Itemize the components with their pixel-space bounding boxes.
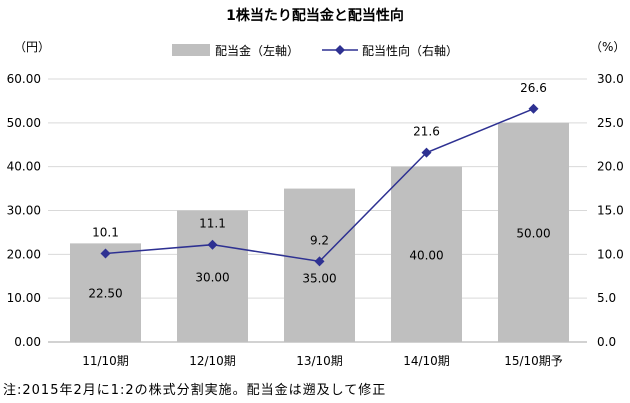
legend-line-label: 配当性向（右軸） [362, 43, 458, 58]
dividend-bar-label: 40.00 [409, 248, 443, 262]
data-labels: 22.50 30.00 35.00 40.00 50.00 10.1 11.1 9.2 21.6… [88, 81, 550, 301]
payout-ratio-label: 10.1 [92, 225, 119, 239]
y-left-tick-label: 40.00 [7, 160, 41, 174]
dividend-bar [391, 166, 462, 342]
y-left-tick-label: 20.00 [7, 247, 41, 261]
y-right-tick-label: 15.0 [597, 204, 624, 218]
y-left-tick-label: 10.00 [7, 291, 41, 305]
y-left-tick-label: 50.00 [7, 116, 41, 130]
payout-ratio-marker [421, 147, 432, 158]
dividend-bar [177, 210, 248, 342]
x-tick-label: 11/10期 [82, 354, 129, 368]
legend-diamond-icon [335, 45, 345, 55]
y-left-tick-label: 60.00 [7, 72, 41, 86]
chart-title: 1株当たり配当金と配当性向 [226, 7, 404, 24]
payout-ratio-marker [207, 239, 218, 250]
payout-ratio-marker [528, 103, 539, 114]
legend-bar-swatch [172, 44, 210, 56]
y-left-unit-label: （円） [14, 40, 50, 54]
x-tick-label: 14/10期 [403, 354, 450, 368]
legend-bar-label: 配当金（左軸） [215, 43, 299, 58]
dividend-bar-label: 35.00 [302, 271, 336, 285]
y-right-unit-label: （%） [590, 40, 625, 54]
dividend-bar [498, 122, 569, 342]
y-right-tick-label: 10.0 [597, 247, 624, 261]
dividend-bar-label: 50.00 [516, 226, 550, 240]
y-right-tick-label: 25.0 [597, 116, 624, 130]
dividend-bar [70, 243, 141, 342]
y-left-tick-label: 30.00 [7, 204, 41, 218]
dividend-bar-label: 22.50 [88, 287, 122, 301]
x-tick-label: 15/10期予 [504, 354, 563, 368]
payout-ratio-series [100, 103, 539, 267]
x-tick-label: 13/10期 [296, 354, 343, 368]
y-right-tick-label: 0.0 [597, 335, 616, 349]
dividend-bar-label: 30.00 [195, 270, 229, 284]
axis-labels: 0.00 10.00 20.00 30.00 40.00 50.00 60.00 0.0 5.0… [7, 72, 624, 368]
payout-ratio-marker [100, 248, 111, 259]
legend: 配当金（左軸） 配当性向（右軸） [172, 43, 458, 58]
footnote: 注:2015年2月に1:2の株式分割実施。配当金は遡及して修正 [3, 382, 386, 398]
y-right-tick-label: 20.0 [597, 160, 624, 174]
y-right-tick-label: 5.0 [597, 291, 616, 305]
dividend-bars [70, 122, 569, 342]
payout-ratio-label: 21.6 [413, 125, 440, 139]
y-left-tick-label: 0.00 [14, 335, 41, 349]
x-tick-label: 12/10期 [189, 354, 236, 368]
payout-ratio-label: 26.6 [520, 81, 547, 95]
payout-ratio-label: 11.1 [199, 217, 226, 231]
payout-ratio-label: 9.2 [310, 233, 329, 247]
y-right-tick-label: 30.0 [597, 72, 624, 86]
payout-ratio-marker [314, 256, 325, 267]
